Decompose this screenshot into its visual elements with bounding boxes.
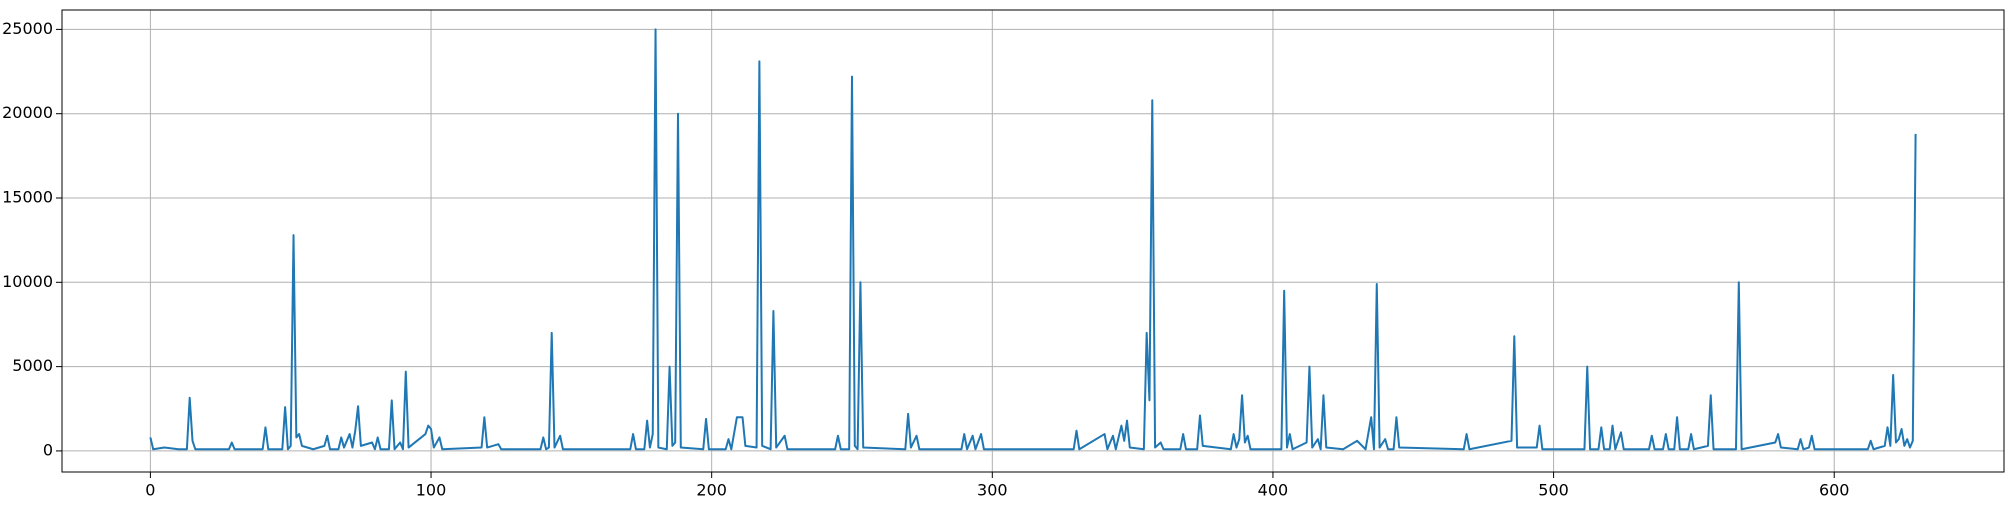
y-tick-label: 10000 xyxy=(2,272,53,291)
data-line xyxy=(149,28,1917,451)
y-tick-label: 20000 xyxy=(2,103,53,122)
y-tick-label: 15000 xyxy=(2,188,53,207)
x-tick-label: 600 xyxy=(1819,481,1850,500)
y-tick-label: 0 xyxy=(43,440,53,459)
x-tick-label: 0 xyxy=(145,481,155,500)
plot-frame xyxy=(61,9,2005,473)
x-tick-label: 300 xyxy=(977,481,1008,500)
x-tick-label: 400 xyxy=(1258,481,1289,500)
x-tick-label: 100 xyxy=(416,481,447,500)
x-tick-label: 500 xyxy=(1538,481,1569,500)
y-tick-label: 25000 xyxy=(2,19,53,38)
x-tick-label: 200 xyxy=(696,481,727,500)
y-tick-label: 5000 xyxy=(12,356,53,375)
